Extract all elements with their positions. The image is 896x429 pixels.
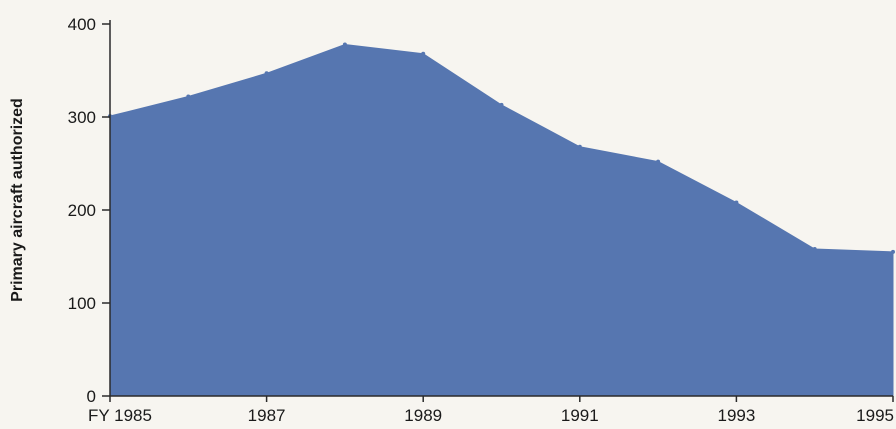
data-point [656, 159, 661, 164]
y-axis-title: Primary aircraft authorized [9, 98, 26, 302]
x-tick-label: 1991 [561, 406, 599, 425]
data-point [264, 71, 269, 76]
area-layer [108, 42, 895, 397]
x-tick-label: 1993 [717, 406, 755, 425]
y-tick-label: 100 [68, 294, 96, 313]
y-tick-label: 400 [68, 15, 96, 34]
x-tick-label: 1995 [856, 406, 894, 425]
data-point [812, 247, 817, 252]
x-tick-label: FY 1985 [88, 406, 152, 425]
data-point [421, 51, 426, 56]
data-point [577, 144, 582, 149]
y-tick-label: 0 [87, 387, 96, 406]
data-point [186, 94, 191, 99]
y-tick-label: 300 [68, 108, 96, 127]
tick-labels: 0 100 200 300 400 FY 1985 1987 1989 1991 1993 1995 [68, 15, 894, 425]
x-tick-label: 1987 [248, 406, 286, 425]
data-point [342, 42, 347, 47]
x-tick-label: 1989 [404, 406, 442, 425]
area-series [109, 43, 894, 397]
y-tick-label: 200 [68, 201, 96, 220]
data-point [734, 200, 739, 205]
data-point [499, 102, 504, 107]
data-point [891, 249, 895, 254]
axes [102, 20, 894, 402]
